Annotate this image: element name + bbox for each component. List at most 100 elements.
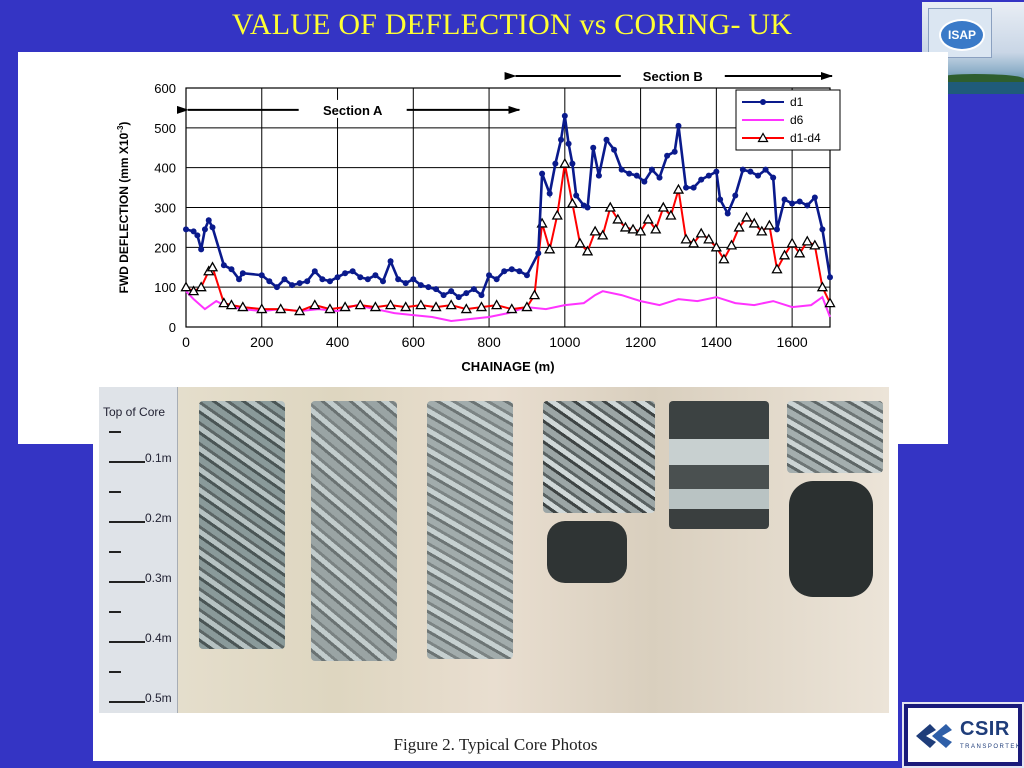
data-point <box>209 224 216 231</box>
ruler-tick <box>109 581 145 583</box>
data-point <box>448 288 455 295</box>
x-tick-label: 1400 <box>701 334 732 350</box>
data-point <box>239 270 246 277</box>
data-point <box>506 303 518 314</box>
core-photos-panel: Top of Core 0.1m 0.2m 0.3m 0.4m 0.5m Fig… <box>93 383 898 761</box>
data-point <box>747 168 754 175</box>
data-point <box>633 172 640 179</box>
x-tick-label: 0 <box>182 334 190 350</box>
data-point <box>718 253 730 264</box>
y-tick-label: 0 <box>169 320 176 335</box>
y-tick-label: 600 <box>154 81 176 96</box>
data-point <box>387 258 394 265</box>
data-point <box>573 192 580 199</box>
deflection-chart-panel: 0 200 400 600 800 1000 1200 1400 1600 0 100 200 300 4… <box>18 52 948 444</box>
ruler-tick <box>109 551 121 553</box>
ruler-tick <box>109 641 145 643</box>
series-d6 <box>185 290 831 323</box>
data-point <box>664 152 671 159</box>
core-photos: Top of Core 0.1m 0.2m 0.3m 0.4m 0.5m <box>99 387 889 713</box>
data-point <box>763 219 775 230</box>
data-point <box>190 228 197 235</box>
x-tick-label: 800 <box>477 334 501 350</box>
island-graphic <box>942 74 1024 82</box>
data-point <box>349 268 356 275</box>
data-point <box>430 301 442 312</box>
data-point <box>770 174 777 181</box>
data-point <box>656 174 663 181</box>
data-point <box>827 274 833 281</box>
ruler-tick <box>109 701 145 703</box>
section-a-label: Section A <box>323 103 383 118</box>
core-depth-ruler: Top of Core 0.1m 0.2m 0.3m 0.4m 0.5m <box>99 387 178 713</box>
data-point <box>445 299 457 310</box>
data-point <box>648 166 655 173</box>
data-point <box>756 225 768 236</box>
data-point <box>732 192 739 199</box>
data-point <box>569 160 576 167</box>
data-point <box>187 285 200 296</box>
data-point <box>584 204 591 211</box>
y-tick-label: 400 <box>154 161 176 176</box>
data-point <box>595 172 602 179</box>
data-point <box>410 276 417 283</box>
data-point <box>809 239 821 250</box>
core-sample-3 <box>427 401 513 659</box>
legend-label: d1 <box>790 95 804 109</box>
data-point <box>574 237 586 248</box>
ruler-mark-label: 0.5m <box>145 691 172 705</box>
data-point <box>680 233 692 244</box>
section-b-label: Section B <box>643 69 703 84</box>
data-point <box>739 166 746 173</box>
data-point <box>228 266 235 273</box>
data-point <box>741 211 753 222</box>
data-point <box>748 217 760 228</box>
isap-logo-text: ISAP <box>939 19 985 51</box>
data-point <box>357 274 364 281</box>
legend-marker <box>760 99 766 105</box>
data-point <box>342 270 349 277</box>
data-point <box>205 217 212 224</box>
data-point <box>372 272 379 279</box>
data-point <box>657 201 669 212</box>
data-point <box>789 200 796 207</box>
data-point <box>195 281 207 292</box>
ruler-mark-label: 0.1m <box>145 451 172 465</box>
csir-logo-inner: CSIR TRANSPORTEK <box>908 708 1022 762</box>
ruler-mark-label: 0.4m <box>145 631 172 645</box>
y-axis-label: FWD DEFLECTION (mm X10-3) <box>116 122 131 294</box>
y-axis-label-tail: ) <box>117 122 131 126</box>
chart-legend: d1 d6 d1-d4 <box>735 89 841 151</box>
y-axis-label-main: FWD DEFLECTION (mm X10 <box>117 132 131 293</box>
data-point <box>281 276 288 283</box>
data-point <box>486 272 493 279</box>
data-point <box>400 301 412 312</box>
data-point <box>311 268 318 275</box>
data-point <box>733 221 745 232</box>
data-point <box>566 197 579 208</box>
data-point <box>551 209 563 220</box>
data-point <box>703 233 715 244</box>
data-point <box>705 172 712 179</box>
data-point <box>755 172 762 179</box>
data-point <box>516 268 523 275</box>
legend-label: d1-d4 <box>790 131 821 145</box>
csir-subtitle: TRANSPORTEK <box>960 744 1022 750</box>
x-tick-label: 400 <box>326 334 350 350</box>
data-point <box>683 184 690 191</box>
data-point <box>794 247 806 258</box>
ruler-top-label: Top of Core <box>103 405 166 419</box>
csir-mark-icon <box>916 724 952 748</box>
deflection-chart: 0 200 400 600 800 1000 1200 1400 1600 0 100 200 300 4… <box>116 66 841 374</box>
data-point <box>273 284 280 291</box>
data-point <box>433 286 440 293</box>
data-point <box>559 157 571 168</box>
data-point <box>289 282 296 289</box>
data-point <box>581 245 594 256</box>
data-point <box>619 221 632 232</box>
data-point <box>183 226 189 233</box>
data-point <box>379 278 386 285</box>
data-point <box>275 303 287 314</box>
data-point <box>590 144 597 151</box>
core-sample-6-debris <box>789 481 873 597</box>
